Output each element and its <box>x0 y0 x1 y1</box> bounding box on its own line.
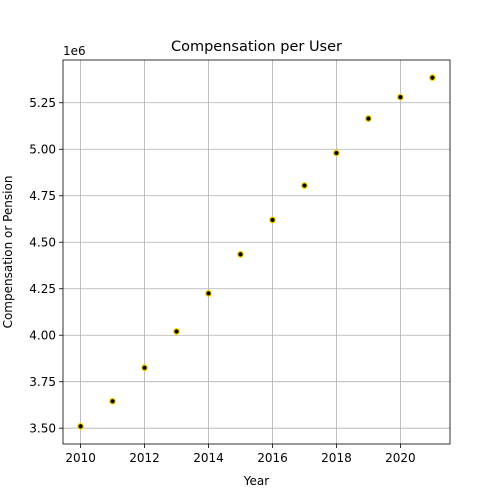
data-point <box>301 182 308 189</box>
x-tick-label: 2020 <box>385 451 416 465</box>
grid-layer <box>63 60 450 444</box>
y-tick-label: 5.00 <box>29 143 56 157</box>
data-point <box>396 93 404 101</box>
data-point <box>173 328 180 335</box>
x-tick-label: 2016 <box>257 451 288 465</box>
data-point <box>364 115 372 123</box>
y-axis-label: Compensation or Pension <box>1 176 15 329</box>
x-tick-label: 2018 <box>321 451 352 465</box>
data-point <box>109 397 117 405</box>
data-point <box>77 422 85 430</box>
data-point <box>269 216 276 224</box>
x-axis-label: Year <box>243 474 269 488</box>
y-tick-label: 5.25 <box>29 96 56 110</box>
y-offset-label: 1e6 <box>63 44 86 58</box>
data-point <box>141 364 149 372</box>
point-layer <box>77 74 436 430</box>
y-tick-label: 4.50 <box>29 236 56 250</box>
data-point <box>205 289 212 297</box>
x-tick-label: 2012 <box>129 451 160 465</box>
tick-layer: 2010 2012 2014 2016 2018 2020 3.50 3.75 4.00 4.25… <box>29 96 415 465</box>
y-tick-label: 3.75 <box>29 375 56 389</box>
plot-frame <box>62 59 451 445</box>
x-tick-label: 2014 <box>193 451 224 465</box>
data-point <box>237 250 244 258</box>
y-tick-label: 4.00 <box>29 329 56 343</box>
chart-title: Compensation per User <box>171 39 342 55</box>
y-tick-label: 3.50 <box>29 421 56 435</box>
y-tick-label: 4.75 <box>29 189 56 203</box>
x-tick-label: 2010 <box>65 451 96 465</box>
data-point <box>333 149 340 157</box>
data-point <box>428 74 436 82</box>
y-tick-label: 4.25 <box>29 282 56 296</box>
